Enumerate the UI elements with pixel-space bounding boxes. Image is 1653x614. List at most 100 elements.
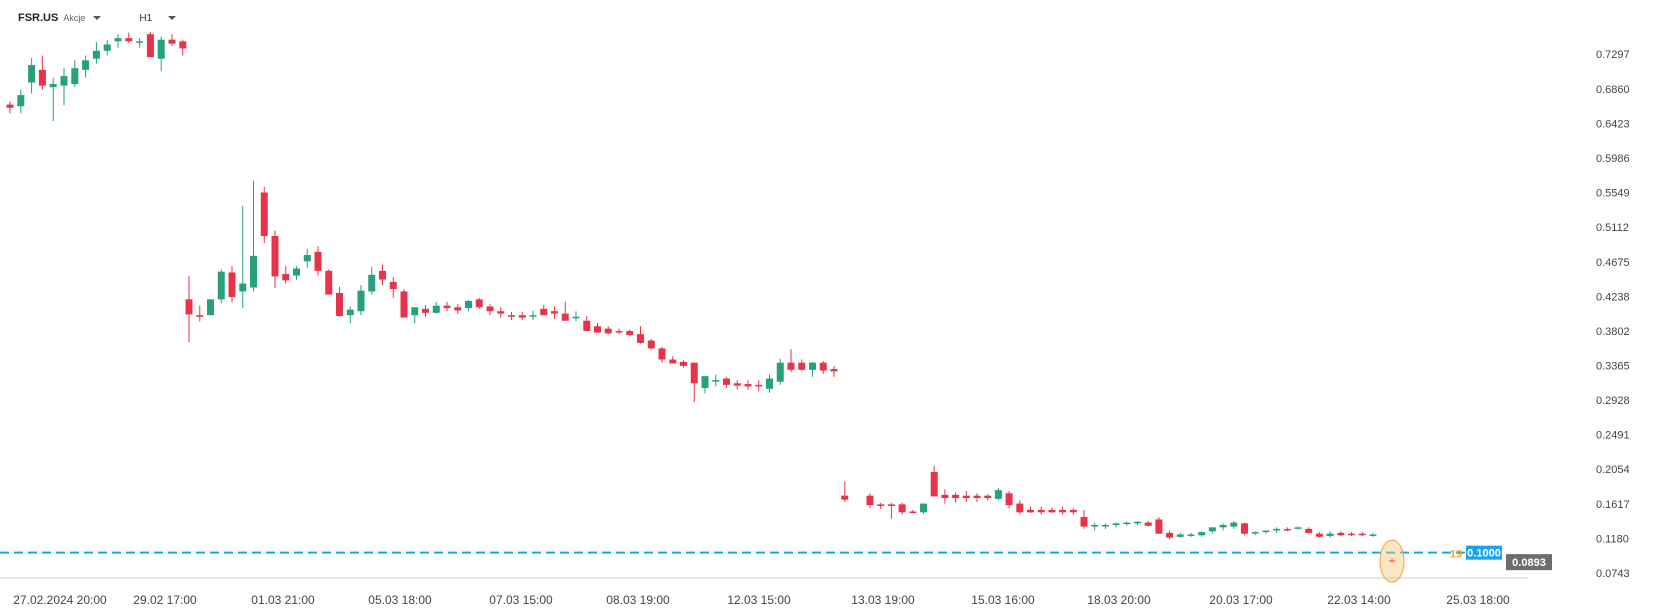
timeframe-label[interactable]: H1 bbox=[139, 12, 153, 24]
candle bbox=[830, 365, 838, 377]
candle bbox=[114, 34, 122, 48]
candle bbox=[17, 89, 25, 114]
y-tick-label: 0.2054 bbox=[1596, 464, 1630, 476]
candle bbox=[1273, 527, 1281, 533]
candle bbox=[1251, 531, 1259, 536]
candle bbox=[1219, 523, 1227, 531]
candle bbox=[250, 180, 257, 292]
y-tick-label: 0.5986 bbox=[1596, 153, 1630, 165]
candle bbox=[1123, 521, 1131, 526]
candle bbox=[1027, 506, 1034, 514]
candle bbox=[486, 304, 494, 316]
candle bbox=[984, 494, 992, 501]
candle bbox=[71, 60, 79, 88]
candle bbox=[1283, 527, 1291, 532]
candle bbox=[647, 338, 655, 351]
candle bbox=[877, 502, 885, 510]
y-tick-label: 0.1180 bbox=[1596, 533, 1629, 545]
candle bbox=[228, 266, 236, 303]
candle bbox=[766, 374, 773, 393]
candle bbox=[196, 305, 204, 322]
candle bbox=[887, 502, 895, 519]
x-tick-label: 08.03 19:00 bbox=[606, 593, 670, 607]
candle bbox=[1369, 532, 1377, 537]
x-tick-label: 29.02 17:00 bbox=[133, 593, 197, 607]
candle bbox=[432, 301, 440, 314]
x-tick-label: 15.03 16:00 bbox=[971, 593, 1035, 607]
candle bbox=[1305, 527, 1313, 534]
candle bbox=[389, 277, 397, 298]
candle bbox=[787, 349, 795, 373]
candle bbox=[866, 493, 874, 508]
candle bbox=[1134, 521, 1141, 525]
candle bbox=[1155, 517, 1163, 534]
candle bbox=[561, 301, 569, 321]
candle bbox=[994, 487, 1002, 501]
candle bbox=[1337, 531, 1345, 537]
y-tick-label: 0.3365 bbox=[1596, 360, 1630, 372]
timeframe-dropdown-chevron-icon[interactable] bbox=[168, 16, 177, 20]
x-tick-label: 05.03 18:00 bbox=[368, 593, 432, 607]
candle bbox=[920, 503, 927, 514]
candle bbox=[809, 361, 816, 377]
candle bbox=[669, 356, 677, 364]
x-axis-labels: 27.02.2024 20:00 29.02 17:00 01.03 21:00 05… bbox=[13, 593, 1510, 607]
candle bbox=[583, 315, 591, 332]
candle bbox=[1241, 522, 1248, 536]
y-tick-label: 0.5549 bbox=[1596, 188, 1630, 200]
candle bbox=[336, 286, 343, 317]
candle bbox=[776, 358, 784, 385]
candle bbox=[185, 275, 193, 343]
candle bbox=[179, 39, 187, 56]
candle bbox=[260, 186, 268, 244]
candle bbox=[1101, 523, 1109, 529]
price-tags: 19 0.1000 0.0893 bbox=[1450, 545, 1552, 571]
candle bbox=[168, 34, 176, 47]
candles-layer bbox=[6, 31, 1395, 563]
y-tick-label: 0.6423 bbox=[1596, 118, 1630, 130]
candle bbox=[271, 230, 279, 289]
candle bbox=[217, 269, 225, 304]
candle bbox=[1208, 527, 1216, 534]
level-price-tag[interactable]: 0.1000 bbox=[1466, 545, 1502, 560]
candle bbox=[379, 264, 386, 286]
candle bbox=[594, 323, 601, 333]
candle bbox=[443, 301, 451, 312]
candle bbox=[1080, 509, 1088, 529]
y-tick-label: 0.2928 bbox=[1596, 395, 1630, 407]
candle bbox=[1091, 522, 1099, 531]
candle bbox=[6, 101, 14, 114]
candle bbox=[712, 374, 720, 387]
y-tick-label: 0.4238 bbox=[1596, 291, 1630, 303]
candle bbox=[962, 490, 970, 503]
candle bbox=[551, 306, 558, 320]
candle bbox=[941, 489, 949, 504]
candle bbox=[314, 246, 322, 276]
candle bbox=[1059, 506, 1067, 515]
candle bbox=[1315, 532, 1323, 538]
candle bbox=[1294, 526, 1302, 530]
candle bbox=[38, 55, 46, 90]
candle bbox=[136, 38, 144, 48]
candle bbox=[798, 359, 806, 371]
candle bbox=[207, 299, 214, 316]
y-tick-label: 0.4675 bbox=[1596, 257, 1630, 269]
candle bbox=[92, 42, 100, 64]
symbol-dropdown-chevron-icon[interactable] bbox=[93, 16, 102, 20]
symbol-label[interactable]: FSR.US bbox=[18, 12, 59, 24]
level-price-label: 0.1000 bbox=[1467, 548, 1501, 560]
candle bbox=[841, 481, 849, 503]
y-tick-label: 0.5112 bbox=[1596, 222, 1629, 234]
candle bbox=[357, 285, 365, 316]
candle bbox=[690, 362, 698, 403]
candle bbox=[411, 307, 419, 324]
last-candle-highlight bbox=[1379, 539, 1405, 583]
countdown-label: 19 bbox=[1450, 549, 1462, 561]
x-tick-label: 13.03 19:00 bbox=[851, 593, 915, 607]
x-tick-label: 20.03 17:00 bbox=[1209, 593, 1273, 607]
candle bbox=[475, 297, 483, 309]
candle bbox=[325, 269, 333, 295]
candle bbox=[239, 205, 247, 309]
y-tick-label: 0.2491 bbox=[1596, 430, 1630, 442]
